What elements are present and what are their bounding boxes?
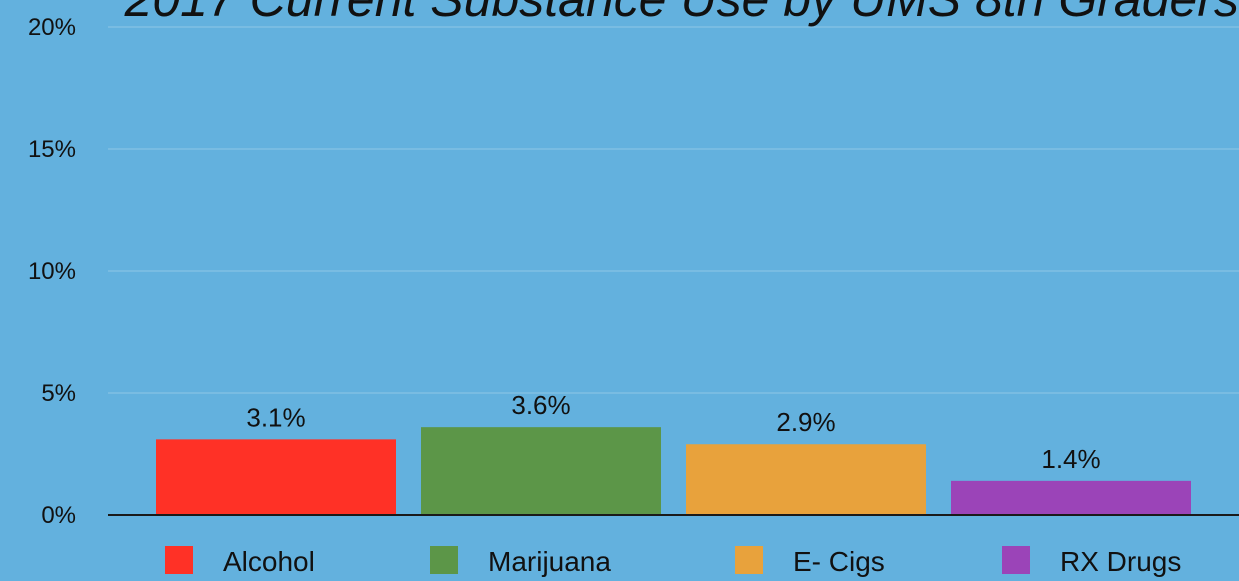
- y-tick-label: 10%: [28, 258, 76, 285]
- legend-label: Alcohol: [223, 546, 315, 577]
- legend-label: Marijuana: [488, 546, 611, 577]
- bar-e-cigs: [686, 444, 926, 515]
- bar-marijuana: [421, 427, 661, 515]
- data-label: 2.9%: [776, 407, 835, 437]
- legend-swatch: [735, 546, 763, 574]
- legend-swatch: [1002, 546, 1030, 574]
- chart-title: 2017 Current Substance Use by UMS 8th Gr…: [124, 0, 1239, 27]
- bar-alcohol: [156, 439, 396, 515]
- data-label: 3.6%: [511, 390, 570, 420]
- data-labels: 3.1% 3.6% 2.9% 1.4%: [246, 390, 1100, 474]
- legend-swatch: [165, 546, 193, 574]
- chart-title-group: 2017 Current Substance Use by UMS 8th Gr…: [124, 0, 1239, 27]
- bar-rx-drugs: [951, 480, 1191, 515]
- y-tick-label: 15%: [28, 136, 76, 163]
- legend-label: E- Cigs: [793, 546, 885, 577]
- y-tick-label: 20%: [28, 14, 76, 41]
- bars: [156, 427, 1191, 515]
- legend-label: RX Drugs: [1060, 546, 1181, 577]
- y-axis-ticks: 0% 5% 10% 15% 20%: [28, 14, 76, 529]
- legend-swatch: [430, 546, 458, 574]
- gridlines: [108, 26, 1239, 394]
- data-label: 3.1%: [246, 402, 305, 432]
- legend: Alcohol Marijuana E- Cigs RX Drugs: [165, 546, 1181, 577]
- y-tick-label: 5%: [41, 380, 76, 407]
- y-tick-label: 0%: [41, 502, 76, 529]
- data-label: 1.4%: [1041, 444, 1100, 474]
